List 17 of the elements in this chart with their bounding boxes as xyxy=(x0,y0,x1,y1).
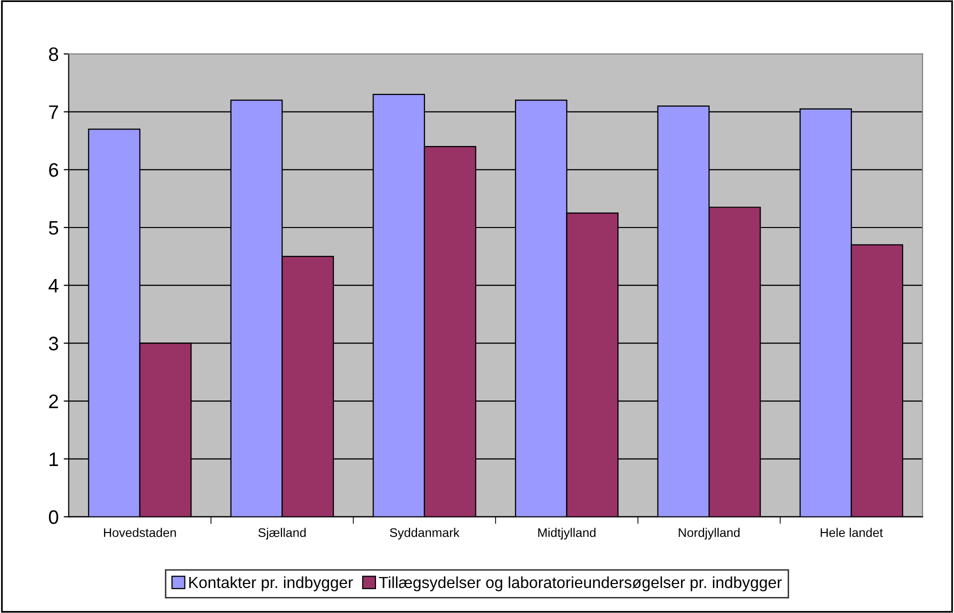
x-tick-label: Nordjylland xyxy=(678,528,740,540)
x-tick-label: Hele landet xyxy=(820,528,883,538)
y-tick-label: 1 xyxy=(50,452,58,466)
y-tick-label: 4 xyxy=(48,279,58,292)
y-tick-label: 6 xyxy=(49,163,58,177)
legend-label: Tillægsydelser og laboratorieundersøgelser pr. indbygger xyxy=(379,576,782,592)
y-tick-label: 3 xyxy=(48,336,58,350)
x-tick-label: Syddanmark xyxy=(390,528,460,540)
y-tick-label: 8 xyxy=(48,47,58,62)
y-tick-label: 0 xyxy=(48,510,58,524)
x-tick-label: Sjælland xyxy=(258,528,306,540)
y-tick-label: 5 xyxy=(48,221,58,235)
y-tick-label: 7 xyxy=(49,105,58,119)
x-tick-label: Midtjylland xyxy=(538,528,596,540)
x-tick-label: Hovedstaden xyxy=(104,528,176,538)
legend-label: Kontakter pr. indbygger xyxy=(189,576,353,592)
y-tick-label: 2 xyxy=(49,394,58,408)
